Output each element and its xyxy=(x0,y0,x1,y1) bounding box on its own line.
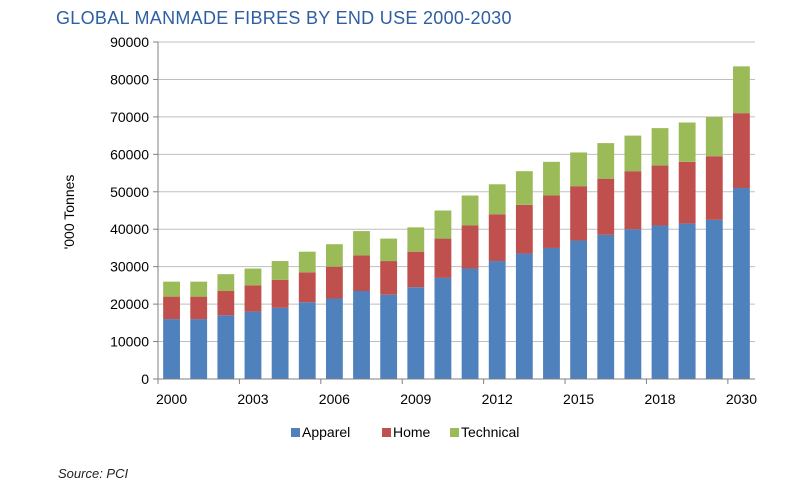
bar-technical-2003 xyxy=(244,268,262,286)
bar-apparel-2009 xyxy=(407,287,425,379)
bar-home-2001 xyxy=(190,296,208,320)
bar-apparel-2016 xyxy=(597,234,615,379)
bar-home-2015 xyxy=(570,186,588,241)
bar-apparel-2003 xyxy=(244,311,262,379)
bar-technical-2008 xyxy=(380,238,398,262)
bar-apparel-2007 xyxy=(353,291,370,379)
bar-apparel-2010 xyxy=(434,277,452,379)
axes xyxy=(157,42,755,384)
y-tick-label: 30000 xyxy=(110,259,149,275)
x-tick-label: 2018 xyxy=(644,391,675,407)
bar-technical-2020 xyxy=(705,116,723,157)
bar-apparel-2017 xyxy=(624,229,642,379)
bar-home-2014 xyxy=(543,195,560,248)
chart-title: GLOBAL MANMADE FIBRES BY END USE 2000-20… xyxy=(56,8,512,28)
bar-home-2020 xyxy=(705,156,723,220)
bar-technical-2030 xyxy=(733,66,750,114)
y-tick-label: 40000 xyxy=(110,221,149,237)
bar-technical-2010 xyxy=(434,210,452,239)
y-tick-label: 20000 xyxy=(110,296,149,312)
bar-home-2009 xyxy=(407,251,425,288)
bar-technical-2002 xyxy=(217,274,235,292)
bar-home-2005 xyxy=(298,272,316,303)
legend-label-home: Home xyxy=(393,424,431,440)
bar-technical-2015 xyxy=(570,152,588,187)
x-tick-label: 2006 xyxy=(319,391,350,407)
bar-apparel-2012 xyxy=(488,261,506,379)
bar-apparel-2020 xyxy=(705,219,723,379)
bar-technical-2000 xyxy=(163,281,180,297)
bar-home-2011 xyxy=(461,225,479,269)
x-tick-label: 2009 xyxy=(400,391,431,407)
legend-swatch-home xyxy=(382,428,391,437)
legend: Apparel Home Technical xyxy=(291,424,519,440)
bar-apparel-2015 xyxy=(570,240,588,379)
x-tick-label: 2003 xyxy=(237,391,268,407)
bar-apparel-2001 xyxy=(190,319,208,379)
bar-technical-2005 xyxy=(298,251,316,273)
bar-home-2010 xyxy=(434,238,452,278)
bar-technical-2014 xyxy=(543,161,560,196)
y-tick-label: 90000 xyxy=(110,34,149,50)
bar-home-2018 xyxy=(651,165,669,226)
bar-home-2002 xyxy=(217,291,235,316)
bar-apparel-2018 xyxy=(651,225,669,379)
bar-home-2030 xyxy=(733,113,750,189)
bar-home-2004 xyxy=(271,279,289,308)
bar-technical-2011 xyxy=(461,195,479,226)
bar-home-2008 xyxy=(380,261,398,295)
bar-apparel-2005 xyxy=(298,302,316,379)
legend-label-technical: Technical xyxy=(461,424,519,440)
bar-technical-2019 xyxy=(678,122,696,162)
bar-technical-2012 xyxy=(488,184,506,215)
y-tick-label: 70000 xyxy=(110,109,149,125)
bar-home-2000 xyxy=(163,296,180,320)
y-tick-labels: 0 10000 20000 30000 40000 50000 60000 70000 8000… xyxy=(110,34,149,387)
bar-apparel-2002 xyxy=(217,315,235,379)
bar-technical-2006 xyxy=(325,244,343,267)
x-tick-label: 2015 xyxy=(563,391,594,407)
bar-apparel-2014 xyxy=(543,247,560,379)
bar-technical-2013 xyxy=(515,171,533,205)
x-tick-label: 2000 xyxy=(156,391,187,407)
source-note: Source: PCI xyxy=(58,466,129,481)
bar-apparel-2011 xyxy=(461,268,479,379)
legend-swatch-technical xyxy=(450,428,459,437)
bar-technical-2007 xyxy=(353,231,370,256)
x-tick-label: 2030 xyxy=(726,391,757,407)
y-axis-label: '000 Tonnes xyxy=(61,175,77,250)
bar-home-2003 xyxy=(244,285,262,312)
bar-technical-2001 xyxy=(190,281,208,297)
y-tick-label: 10000 xyxy=(110,334,149,350)
y-tick-label: 50000 xyxy=(110,184,149,200)
bar-technical-2004 xyxy=(271,261,289,280)
bar-technical-2016 xyxy=(597,143,615,179)
y-tick-label: 80000 xyxy=(110,71,149,87)
bar-home-2017 xyxy=(624,171,642,230)
bar-technical-2009 xyxy=(407,227,425,252)
bar-apparel-2030 xyxy=(733,188,750,379)
legend-swatch-apparel xyxy=(291,428,300,437)
bar-technical-2018 xyxy=(651,128,669,166)
bar-home-2019 xyxy=(678,161,696,224)
bar-home-2016 xyxy=(597,178,615,235)
x-tick-label: 2012 xyxy=(482,391,513,407)
bar-apparel-2013 xyxy=(515,253,533,379)
bar-apparel-2004 xyxy=(271,307,289,379)
y-tick-label: 0 xyxy=(141,371,149,387)
bar-apparel-2008 xyxy=(380,294,398,379)
bars xyxy=(163,66,750,379)
bar-home-2007 xyxy=(353,255,370,292)
bar-apparel-2000 xyxy=(163,319,180,379)
bar-home-2006 xyxy=(325,266,343,299)
bar-home-2013 xyxy=(515,204,533,254)
legend-label-apparel: Apparel xyxy=(302,424,350,440)
bar-apparel-2006 xyxy=(325,298,343,379)
bar-technical-2017 xyxy=(624,135,642,172)
bar-home-2012 xyxy=(488,214,506,262)
x-tick-labels: 2000 2003 2006 2009 2012 2015 2018 2030 xyxy=(156,391,757,407)
bar-apparel-2019 xyxy=(678,223,696,379)
y-tick-label: 60000 xyxy=(110,146,149,162)
